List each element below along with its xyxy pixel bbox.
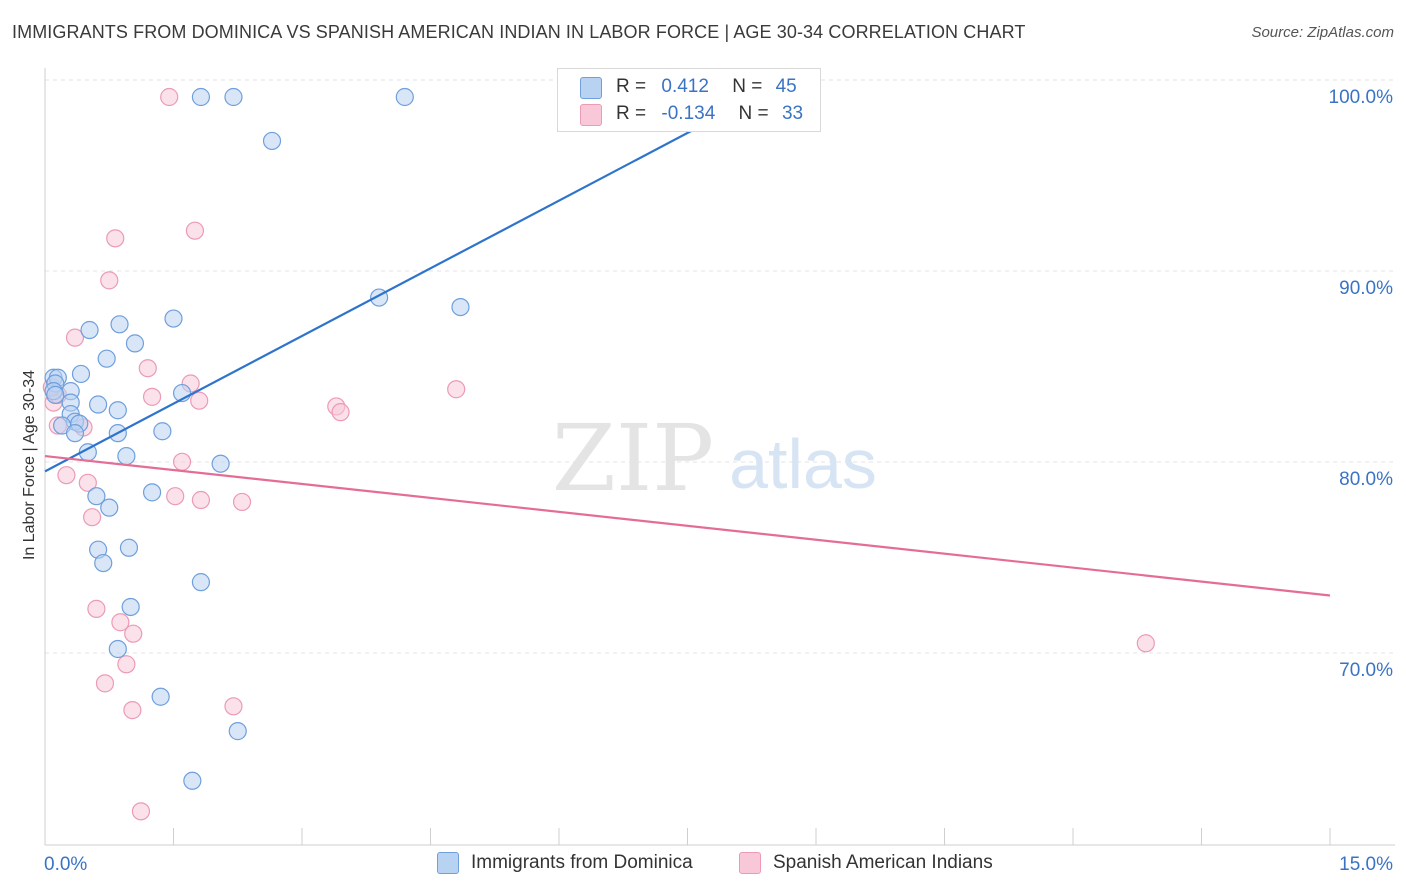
point-dominica: [108, 639, 127, 659]
point-dominica: [108, 401, 127, 420]
point-spanish-american: [185, 221, 205, 240]
point-dominica: [94, 553, 113, 573]
legend-r-label: R =: [616, 103, 647, 124]
point-spanish-american: [83, 508, 102, 527]
point-spanish-american: [190, 391, 209, 410]
point-spanish-american: [138, 359, 157, 378]
point-spanish-american: [65, 328, 85, 347]
point-dominica: [125, 334, 145, 353]
point-dominica: [46, 385, 65, 405]
series-label-dominica: Immigrants from Dominica: [471, 852, 693, 873]
legend-n-label: N =: [738, 103, 769, 124]
point-spanish-american: [166, 487, 185, 506]
point-spanish-american: [160, 87, 179, 107]
legend-r-value-blue: 0.412: [661, 76, 709, 97]
point-dominica: [65, 424, 85, 443]
trendline-spanish-american: [44, 454, 1331, 597]
series-legend-item-spanish-american: Spanish American Indians: [739, 852, 993, 874]
point-dominica: [117, 446, 136, 466]
series-legend: Immigrants from Dominica Spanish America…: [0, 852, 1406, 878]
point-spanish-american: [224, 697, 243, 716]
point-dominica: [100, 498, 119, 517]
point-spanish-american: [142, 387, 162, 406]
point-spanish-american: [57, 466, 76, 485]
source-credit: Source: ZipAtlas.com: [1251, 24, 1394, 41]
point-dominica: [89, 395, 108, 414]
point-dominica: [119, 538, 139, 557]
point-spanish-american: [191, 490, 211, 510]
series-legend-item-dominica: Immigrants from Dominica: [437, 852, 693, 874]
legend-n-value-pink: 33: [781, 103, 804, 124]
point-spanish-american: [78, 473, 97, 492]
y-tick-label: 80.0%: [1339, 469, 1393, 490]
point-dominica: [110, 315, 129, 334]
point-dominica: [153, 422, 172, 441]
point-dominica: [164, 309, 183, 328]
series-swatch-pink: [739, 852, 761, 874]
watermark: ZIP atlas: [552, 405, 877, 512]
point-dominica: [228, 722, 247, 741]
point-spanish-american: [1136, 634, 1155, 653]
legend-swatch-pink: [580, 104, 602, 126]
legend-swatch-blue: [580, 77, 602, 99]
point-spanish-american: [124, 624, 143, 643]
y-tick-label: 70.0%: [1339, 660, 1393, 681]
chart-title: IMMIGRANTS FROM DOMINICA VS SPANISH AMER…: [12, 22, 1026, 42]
y-tick-label: 90.0%: [1339, 278, 1393, 299]
point-spanish-american: [123, 701, 142, 720]
point-dominica: [395, 87, 414, 107]
point-spanish-american: [331, 403, 350, 422]
x-tick-label: 15.0%: [1339, 854, 1393, 875]
series-swatch-blue: [437, 852, 459, 874]
point-spanish-american: [100, 271, 119, 290]
point-dominica: [191, 573, 211, 592]
point-spanish-american: [447, 380, 466, 399]
point-spanish-american: [172, 452, 192, 471]
point-dominica: [211, 454, 230, 473]
point-spanish-american: [232, 492, 252, 512]
point-dominica: [151, 687, 170, 706]
trendline-dominica: [44, 109, 731, 473]
stats-legend: R = 0.412 N = 45 R = -0.134 N = 33: [557, 68, 821, 132]
legend-r-label: R =: [616, 76, 647, 97]
legend-n-label: N =: [732, 76, 763, 97]
legend-r-value-pink: -0.134: [661, 103, 716, 124]
series-label-spanish-american: Spanish American Indians: [773, 852, 993, 873]
axes: [44, 68, 1395, 846]
point-dominica: [121, 597, 140, 617]
trendlines: [44, 109, 1331, 597]
point-dominica: [71, 364, 91, 384]
tick-labels: 70.0% 80.0% 90.0% 100.0% 0.0% 15.0%: [44, 87, 1393, 875]
point-spanish-american: [111, 613, 130, 632]
point-spanish-american: [131, 802, 151, 821]
y-axis-label: In Labor Force | Age 30-34: [21, 369, 38, 561]
point-spanish-american: [117, 655, 136, 674]
y-tick-label: 100.0%: [1329, 87, 1394, 108]
x-tick-label: 0.0%: [44, 854, 87, 875]
point-dominica: [80, 320, 99, 340]
point-spanish-american: [87, 599, 106, 618]
point-dominica: [183, 771, 202, 790]
legend-n-value-blue: 45: [775, 76, 797, 97]
point-spanish-american: [95, 674, 115, 693]
point-dominica: [142, 483, 162, 502]
gridlines: [45, 79, 1395, 654]
point-dominica: [87, 487, 106, 506]
point-dominica: [97, 349, 116, 368]
point-dominica: [191, 87, 211, 107]
point-dominica: [224, 87, 243, 107]
point-spanish-american: [106, 229, 125, 248]
point-dominica: [451, 298, 470, 317]
watermark-atlas: atlas: [729, 425, 877, 503]
point-dominica: [262, 131, 282, 151]
watermark-zip: ZIP: [552, 405, 714, 512]
